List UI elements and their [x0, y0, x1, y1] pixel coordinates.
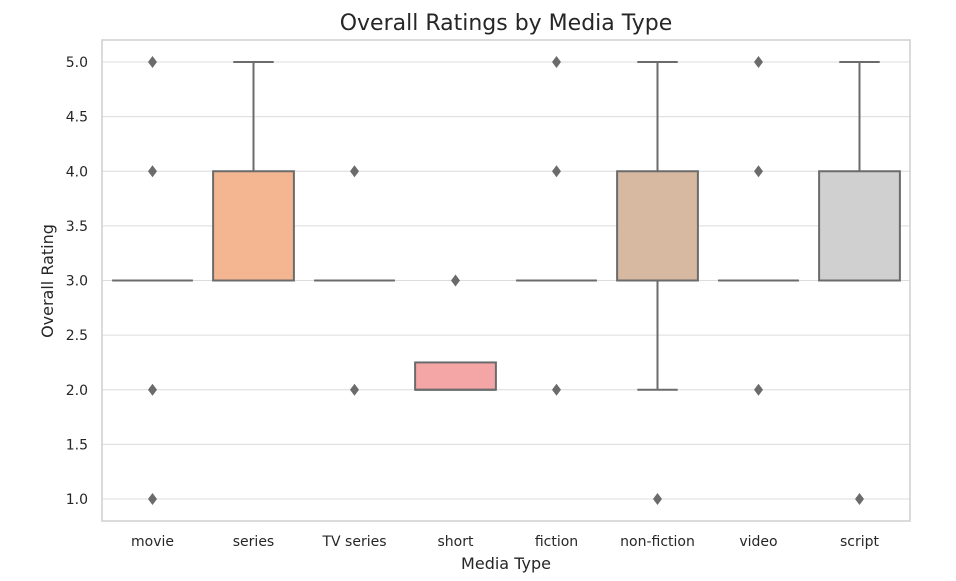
outlier-point	[552, 165, 561, 178]
outlier-point	[754, 165, 763, 178]
x-tick-labels: movie series TV series short fiction non-fict…	[131, 534, 880, 550]
box-group-short	[414, 274, 497, 391]
y-tick-label: 2.0	[66, 383, 88, 399]
box-group-movie	[112, 56, 193, 505]
outlier-point	[552, 56, 561, 68]
box-group-tv-series	[314, 165, 395, 396]
box-group-non-fiction	[616, 61, 699, 505]
outlier-point	[350, 165, 359, 178]
outlier-point	[148, 165, 157, 178]
y-tick-label: 1.5	[66, 437, 88, 453]
outlier-point	[855, 493, 864, 505]
outlier-point	[552, 383, 561, 396]
x-tick-label: video	[739, 534, 777, 550]
outlier-point	[350, 383, 359, 396]
outlier-point	[148, 493, 157, 505]
y-tick-label: 4.5	[66, 110, 88, 126]
box-iqr	[818, 170, 901, 282]
y-tick-label: 2.5	[66, 328, 88, 344]
x-tick-label: non-fiction	[620, 534, 695, 550]
y-tick-label: 4.0	[66, 164, 88, 180]
x-tick-label: script	[840, 534, 880, 550]
box-iqr	[414, 361, 497, 391]
box-group-series	[212, 61, 295, 282]
y-tick-label: 5.0	[66, 55, 88, 71]
x-tick-label: fiction	[535, 534, 578, 550]
y-tick-label: 3.5	[66, 219, 88, 235]
outlier-point	[754, 383, 763, 396]
x-axis-label: Media Type	[461, 554, 551, 573]
y-axis-label: Overall Rating	[38, 224, 57, 338]
y-tick-labels: 1.0 1.5 2.0 2.5 3.0 3.5 4.0 4.5 5.0	[66, 55, 88, 508]
plot-frame	[101, 39, 911, 522]
x-tick-label: movie	[131, 534, 174, 550]
x-tick-label: TV series	[321, 534, 386, 550]
y-tick-label: 1.0	[66, 492, 88, 508]
box-iqr	[616, 170, 699, 282]
outlier-point	[754, 56, 763, 68]
x-tick-label: short	[438, 534, 474, 550]
outlier-point	[451, 274, 460, 287]
outlier-point	[148, 383, 157, 396]
outlier-point	[653, 493, 662, 505]
x-tick-label: series	[233, 534, 274, 550]
y-tick-label: 3.0	[66, 274, 88, 290]
outlier-point	[148, 56, 157, 68]
chart-title: Overall Ratings by Media Type	[340, 11, 673, 36]
box-group-script	[818, 61, 901, 505]
boxes	[112, 56, 901, 505]
box-group-fiction	[516, 56, 597, 396]
box-group-video	[718, 56, 799, 396]
box-iqr	[212, 170, 295, 282]
